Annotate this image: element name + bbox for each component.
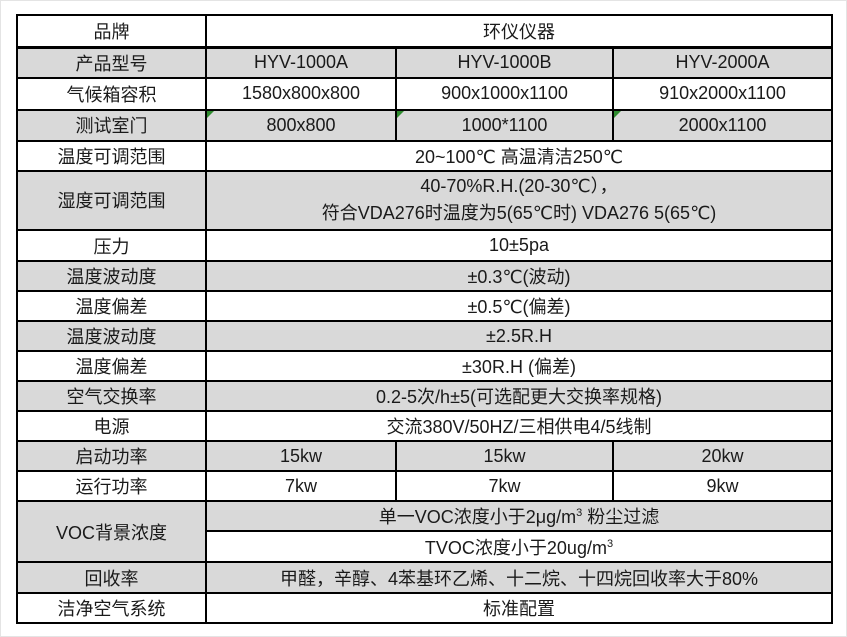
voc-line1-suffix: 粉尘过滤 [582,507,660,528]
table-row-power-supply: 电源 交流380V/50HZ/三相供电4/5线制 [16,410,833,443]
table-row-brand: 品牌 环仪仪器 [16,14,833,49]
spec-label-clean-air-system: 洁净空气系统 [16,592,207,625]
spec-value-door-1-text: 800x800 [266,114,336,135]
spec-value-recovery-rate: 甲醛，辛醇、4苯基环乙烯、十二烷、十四烷回收率大于80% [205,561,833,595]
table-row-model: 产品型号 HYV-1000A HYV-1000B HYV-2000A [16,46,833,79]
table-row-test-door: 测试室门 800x800 1000*1100 2000x1100 [16,108,833,142]
spec-value-power-supply: 交流380V/50HZ/三相供电4/5线制 [205,410,833,443]
spec-label-chamber-volume: 气候箱容积 [16,76,207,111]
table-row-temp-deviation: 温度偏差 ±0.5℃(偏差) [16,290,833,323]
table-row-recovery-rate: 回收率 甲醛，辛醇、4苯基环乙烯、十二烷、十四烷回收率大于80% [16,561,833,595]
voc-line1-text: 单一VOC浓度小于2μg/m [378,507,577,528]
cell-corner-marker-icon [208,111,214,118]
spec-label-running-power: 运行功率 [16,470,207,503]
spec-value-running-power-3: 9kw [612,470,833,503]
spec-value-temp-deviation: ±0.5℃(偏差) [205,290,833,323]
humidity-line-2: 符合VDA276时温度为5(65℃时) VDA276 5(65℃) [321,203,717,224]
spec-value-brand: 环仪仪器 [205,14,833,49]
spec-value-air-exchange: 0.2-5次/h±5(可选配更大交换率规格) [205,380,833,413]
table-row-startup-power: 启动功率 15kw 15kw 20kw [16,440,833,473]
voc-line1-superscript: 3 [576,507,583,520]
table-row-clean-air-system: 洁净空气系统 标准配置 [16,592,833,625]
spec-label-pressure: 压力 [16,229,207,263]
spec-label-humidity-deviation: 温度偏差 [16,350,207,383]
spec-value-volume-1: 1580x800x800 [205,76,397,111]
spec-value-pressure: 10±5pa [205,229,833,263]
spec-label-temp-range: 温度可调范围 [16,139,207,172]
spec-label-test-door: 测试室门 [16,108,207,142]
table-row-running-power: 运行功率 7kw 7kw 9kw [16,470,833,503]
spec-value-door-3: 2000x1100 [612,108,833,142]
table-row-humidity-fluctuation: 温度波动度 ±2.5R.H [16,320,833,353]
spec-label-voc-background: VOC背景浓度 [16,500,207,564]
spec-value-humidity-fluctuation: ±2.5R.H [205,320,833,353]
cell-corner-marker-icon [615,111,621,118]
spec-label-humidity-range: 湿度可调范围 [16,169,207,232]
spec-value-volume-2: 900x1000x1100 [395,76,614,111]
spec-value-model-1: HYV-1000A [205,46,397,79]
table-row-chamber-volume: 气候箱容积 1580x800x800 900x1000x1100 910x200… [16,76,833,111]
spec-value-running-power-1: 7kw [205,470,397,503]
spec-label-humidity-fluctuation: 温度波动度 [16,320,207,353]
table-row-humidity-deviation: 温度偏差 ±30R.H (偏差) [16,350,833,383]
spec-value-door-2-text: 1000*1100 [461,114,548,135]
voc-line2-superscript: 3 [606,537,614,550]
spec-value-voc-line1: 单一VOC浓度小于2μg/m3 粉尘过滤 [205,500,833,533]
spec-value-temp-range: 20~100℃ 高温清洁250℃ [205,139,833,172]
spec-value-volume-3: 910x2000x1100 [612,76,833,111]
spec-label-temp-fluctuation: 温度波动度 [16,260,207,293]
table-row-temp-fluctuation: 温度波动度 ±0.3℃(波动) [16,260,833,293]
spec-value-temp-fluctuation: ±0.3℃(波动) [205,260,833,293]
spec-label-air-exchange: 空气交换率 [16,380,207,413]
table-row-voc-background-2: TVOC浓度小于20ug/m3 [17,530,833,564]
spec-value-door-2: 1000*1100 [395,108,614,142]
spec-label-brand: 品牌 [16,14,207,49]
spec-value-voc-line2: TVOC浓度小于20ug/m3 [205,530,833,564]
spec-value-model-2: HYV-1000B [395,46,614,79]
table-row-voc-background-1: VOC背景浓度 单一VOC浓度小于2μg/m3 粉尘过滤 [16,500,833,564]
product-spec-table: 品牌 环仪仪器 产品型号 HYV-1000A HYV-1000B HYV-200… [16,14,833,625]
humidity-line-1: 40-70%R.H.(20-30℃）， [420,175,618,196]
spec-value-model-3: HYV-2000A [612,46,833,79]
voc-line2-text: TVOC浓度小于20ug/m [424,537,607,558]
spec-label-startup-power: 启动功率 [16,440,207,473]
spec-label-recovery-rate: 回收率 [16,561,207,595]
spec-value-startup-power-1: 15kw [205,440,397,473]
spec-value-startup-power-3: 20kw [612,440,833,473]
spec-label-temp-deviation: 温度偏差 [16,290,207,323]
table-row-temp-range: 温度可调范围 20~100℃ 高温清洁250℃ [16,139,833,172]
table-row-air-exchange: 空气交换率 0.2-5次/h±5(可选配更大交换率规格) [16,380,833,413]
spec-value-running-power-2: 7kw [395,470,614,503]
table-row-humidity-range: 湿度可调范围 40-70%R.H.(20-30℃）， 符合VDA276时温度为5… [16,169,833,232]
spec-label-power-supply: 电源 [16,410,207,443]
spec-value-humidity-deviation: ±30R.H (偏差) [205,350,833,383]
cell-corner-marker-icon [398,111,404,118]
spec-value-startup-power-2: 15kw [395,440,614,473]
spec-label-model: 产品型号 [16,46,207,79]
spec-value-clean-air-system: 标准配置 [205,592,833,625]
spec-value-door-1: 800x800 [205,108,397,142]
spec-value-humidity-range: 40-70%R.H.(20-30℃）， 符合VDA276时温度为5(65℃时) … [205,169,833,232]
table-row-pressure: 压力 10±5pa [16,229,833,263]
spec-value-door-3-text: 2000x1100 [678,114,767,135]
